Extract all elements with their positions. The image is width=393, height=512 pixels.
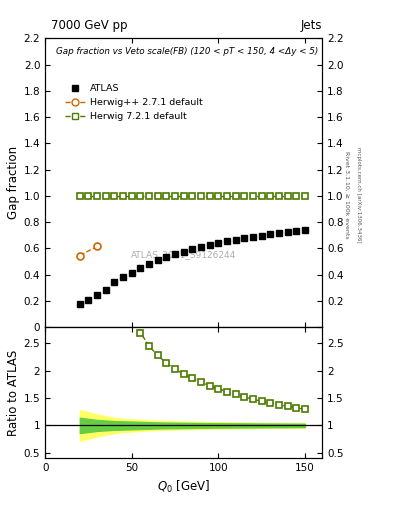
- Y-axis label: Gap fraction: Gap fraction: [7, 146, 20, 219]
- Legend: ATLAS, Herwig++ 2.7.1 default, Herwig 7.2.1 default: ATLAS, Herwig++ 2.7.1 default, Herwig 7.…: [61, 81, 207, 124]
- Text: Gap fraction vs Veto scale(FB) (120 < pT < 150, 4 <Δy < 5): Gap fraction vs Veto scale(FB) (120 < pT…: [56, 47, 319, 56]
- Text: ATLAS_2011_S9126244: ATLAS_2011_S9126244: [131, 250, 236, 260]
- Text: Jets: Jets: [301, 19, 322, 32]
- Text: mcplots.cern.ch [arXiv:1306.3436]: mcplots.cern.ch [arXiv:1306.3436]: [356, 147, 361, 242]
- Text: Rivet 3.1.10, ≥ 100k events: Rivet 3.1.10, ≥ 100k events: [344, 151, 349, 239]
- Y-axis label: Ratio to ATLAS: Ratio to ATLAS: [7, 350, 20, 436]
- X-axis label: $Q_0$ [GeV]: $Q_0$ [GeV]: [157, 479, 210, 495]
- Text: 7000 GeV pp: 7000 GeV pp: [51, 19, 128, 32]
